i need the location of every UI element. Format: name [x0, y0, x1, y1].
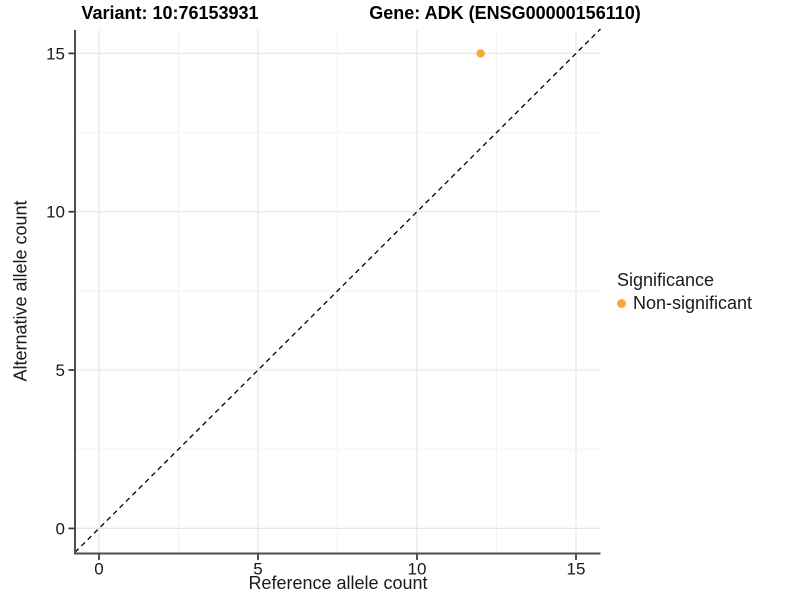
y-tick-label: 5 [56, 361, 65, 380]
y-tick-label: 0 [56, 519, 65, 538]
y-tick-label: 15 [46, 44, 65, 63]
y-tick-label: 10 [46, 203, 65, 222]
legend-item-non-significant[interactable]: Non-significant [617, 293, 752, 314]
x-tick-label: 5 [253, 560, 262, 579]
legend-title: Significance [617, 270, 715, 290]
data-point[interactable] [476, 49, 485, 58]
legend-dot-icon [617, 299, 626, 308]
x-tick-label: 0 [94, 560, 103, 579]
legend: Significance Non-significant [617, 270, 752, 314]
y-axis-title: Alternative allele count [10, 200, 31, 382]
x-tick-label: 15 [567, 560, 586, 579]
variant-title: Variant: 10:76153931 [81, 3, 259, 23]
identity-dashed-line [74, 28, 601, 553]
gene-title: Gene: ADK (ENSG00000156110) [369, 3, 641, 23]
x-axis-title: Reference allele count [248, 573, 428, 593]
x-tick-label: 10 [408, 560, 427, 579]
legend-item-label: Non-significant [633, 293, 753, 313]
